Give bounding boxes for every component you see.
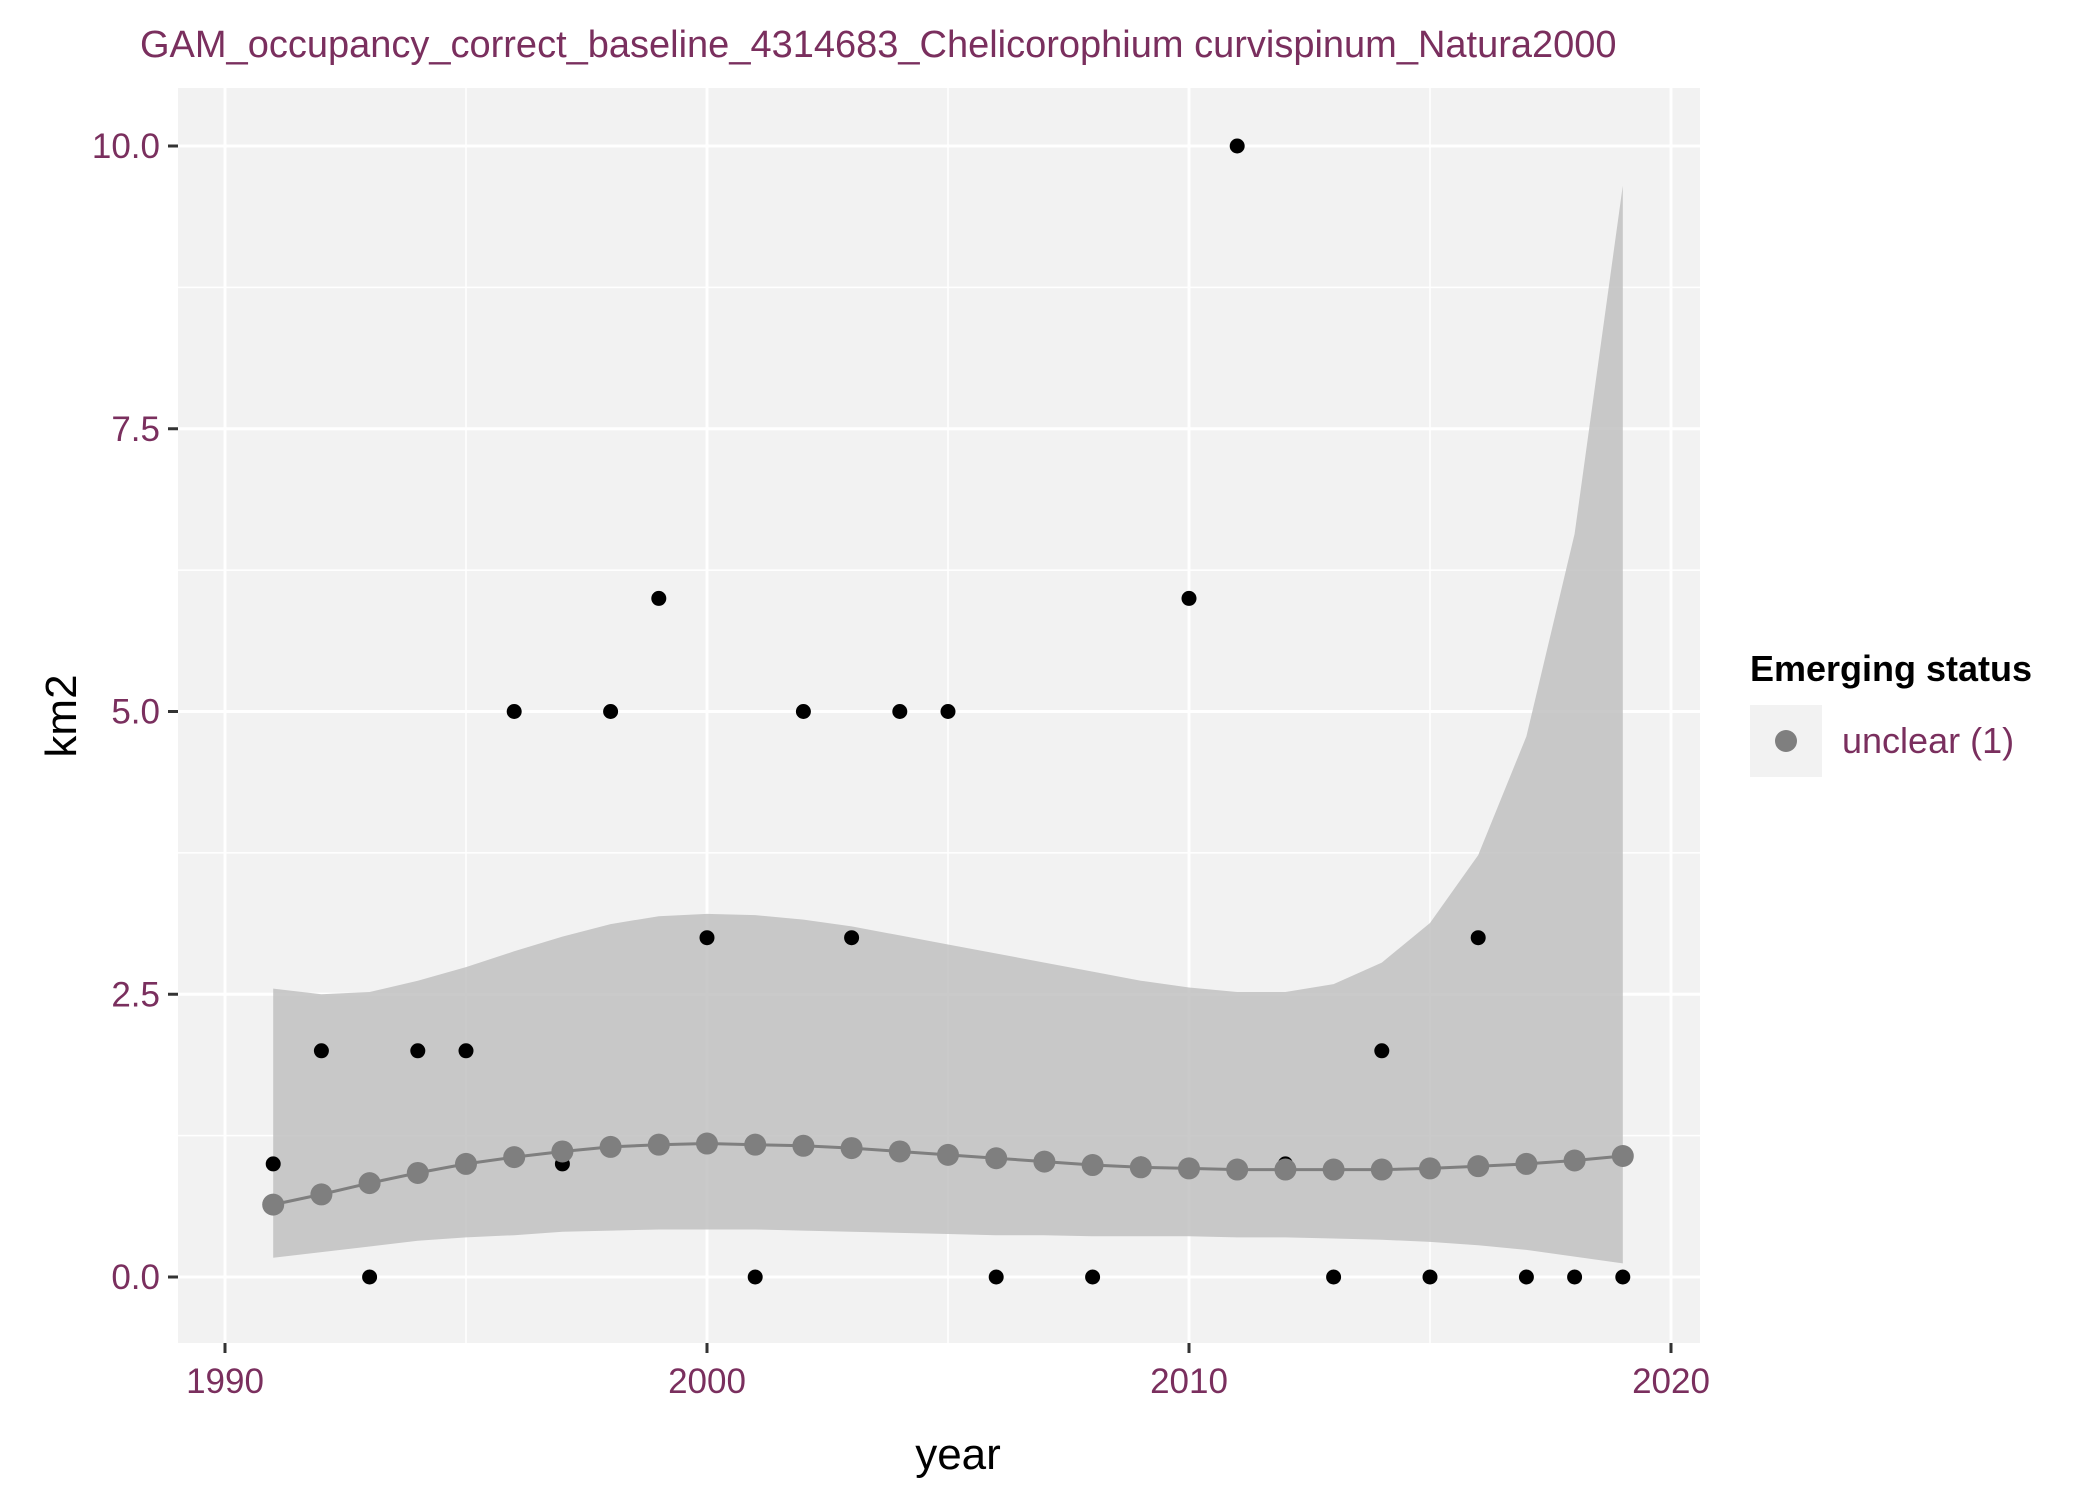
observed-point bbox=[1374, 1043, 1390, 1059]
fit-point bbox=[937, 1143, 959, 1166]
fit-point bbox=[455, 1152, 477, 1175]
fit-point bbox=[358, 1172, 381, 1195]
observed-point bbox=[892, 704, 908, 719]
y-tick-label: 10.0 bbox=[92, 127, 160, 166]
fit-point bbox=[503, 1146, 526, 1169]
observed-point bbox=[1518, 1269, 1534, 1285]
observed-points bbox=[265, 138, 1631, 1285]
fit-point bbox=[1178, 1157, 1200, 1180]
fit-point bbox=[1033, 1150, 1056, 1173]
y-tick-label: 2.5 bbox=[111, 975, 160, 1014]
chart-title: GAM_occupancy_correct_baseline_4314683_C… bbox=[140, 24, 1617, 66]
x-tick-label: 2020 bbox=[1632, 1362, 1710, 1401]
fit-point bbox=[1370, 1158, 1393, 1181]
fit-point bbox=[696, 1132, 718, 1155]
observed-point bbox=[699, 930, 715, 946]
observed-point bbox=[1326, 1269, 1342, 1285]
fit-point bbox=[840, 1137, 863, 1160]
fit-point bbox=[599, 1135, 622, 1158]
fit-point bbox=[1563, 1149, 1586, 1172]
y-tick-label: 7.5 bbox=[111, 410, 160, 449]
fit-point bbox=[1274, 1158, 1297, 1181]
x-tick-label: 2000 bbox=[668, 1362, 746, 1401]
fit-point bbox=[1515, 1152, 1538, 1175]
observed-point bbox=[1181, 590, 1197, 606]
fit-point bbox=[888, 1140, 911, 1163]
fit-point bbox=[1419, 1157, 1441, 1180]
observed-point bbox=[844, 930, 860, 946]
legend-title: Emerging status bbox=[1750, 648, 2032, 689]
fit-point bbox=[985, 1147, 1008, 1170]
observed-point bbox=[506, 704, 522, 719]
observed-point bbox=[1470, 930, 1486, 946]
observed-point bbox=[747, 1269, 763, 1285]
observed-point bbox=[1085, 1269, 1101, 1285]
fit-point bbox=[647, 1133, 670, 1156]
fit-point bbox=[1322, 1158, 1345, 1181]
fit-point bbox=[1081, 1154, 1104, 1177]
y-axis-title: km2 bbox=[37, 674, 86, 757]
fit-point bbox=[792, 1134, 815, 1157]
fit-points bbox=[262, 1132, 1634, 1216]
fit-point bbox=[1467, 1155, 1490, 1178]
y-tick-label: 0.0 bbox=[111, 1258, 160, 1297]
observed-point bbox=[362, 1269, 378, 1285]
fit-point bbox=[1226, 1158, 1249, 1181]
x-axis: 1990 2000 2010 2020 bbox=[186, 1343, 1710, 1401]
observed-point bbox=[410, 1043, 426, 1059]
observed-point bbox=[1567, 1269, 1583, 1285]
observed-point bbox=[1615, 1269, 1631, 1285]
y-tick-label: 5.0 bbox=[111, 693, 160, 732]
observed-point bbox=[313, 1043, 329, 1059]
fit-point bbox=[310, 1183, 333, 1206]
observed-point bbox=[940, 704, 956, 719]
observed-point bbox=[603, 704, 619, 719]
observed-point bbox=[795, 704, 811, 719]
fit-point bbox=[406, 1161, 429, 1184]
observed-point bbox=[265, 1156, 281, 1172]
fit-point bbox=[1129, 1156, 1152, 1179]
x-axis-title: year bbox=[915, 1430, 1001, 1479]
legend-label-unclear: unclear (1) bbox=[1842, 720, 2014, 761]
fit-point bbox=[262, 1193, 285, 1216]
x-tick-label: 1990 bbox=[186, 1362, 264, 1401]
legend-point-unclear bbox=[1775, 730, 1797, 752]
y-axis: 0.0 2.5 5.0 7.5 10.0 bbox=[92, 127, 178, 1297]
observed-point bbox=[988, 1269, 1004, 1285]
confidence-ribbon bbox=[273, 185, 1623, 1264]
legend: Emerging status unclear (1) bbox=[1750, 648, 2032, 777]
observed-point bbox=[1422, 1269, 1438, 1285]
fit-point bbox=[1611, 1144, 1634, 1167]
x-tick-label: 2010 bbox=[1150, 1362, 1228, 1401]
observed-point bbox=[458, 1043, 474, 1059]
fit-point bbox=[744, 1133, 767, 1156]
fit-point bbox=[551, 1140, 574, 1163]
observed-point bbox=[651, 590, 667, 606]
observed-point bbox=[1229, 138, 1245, 154]
